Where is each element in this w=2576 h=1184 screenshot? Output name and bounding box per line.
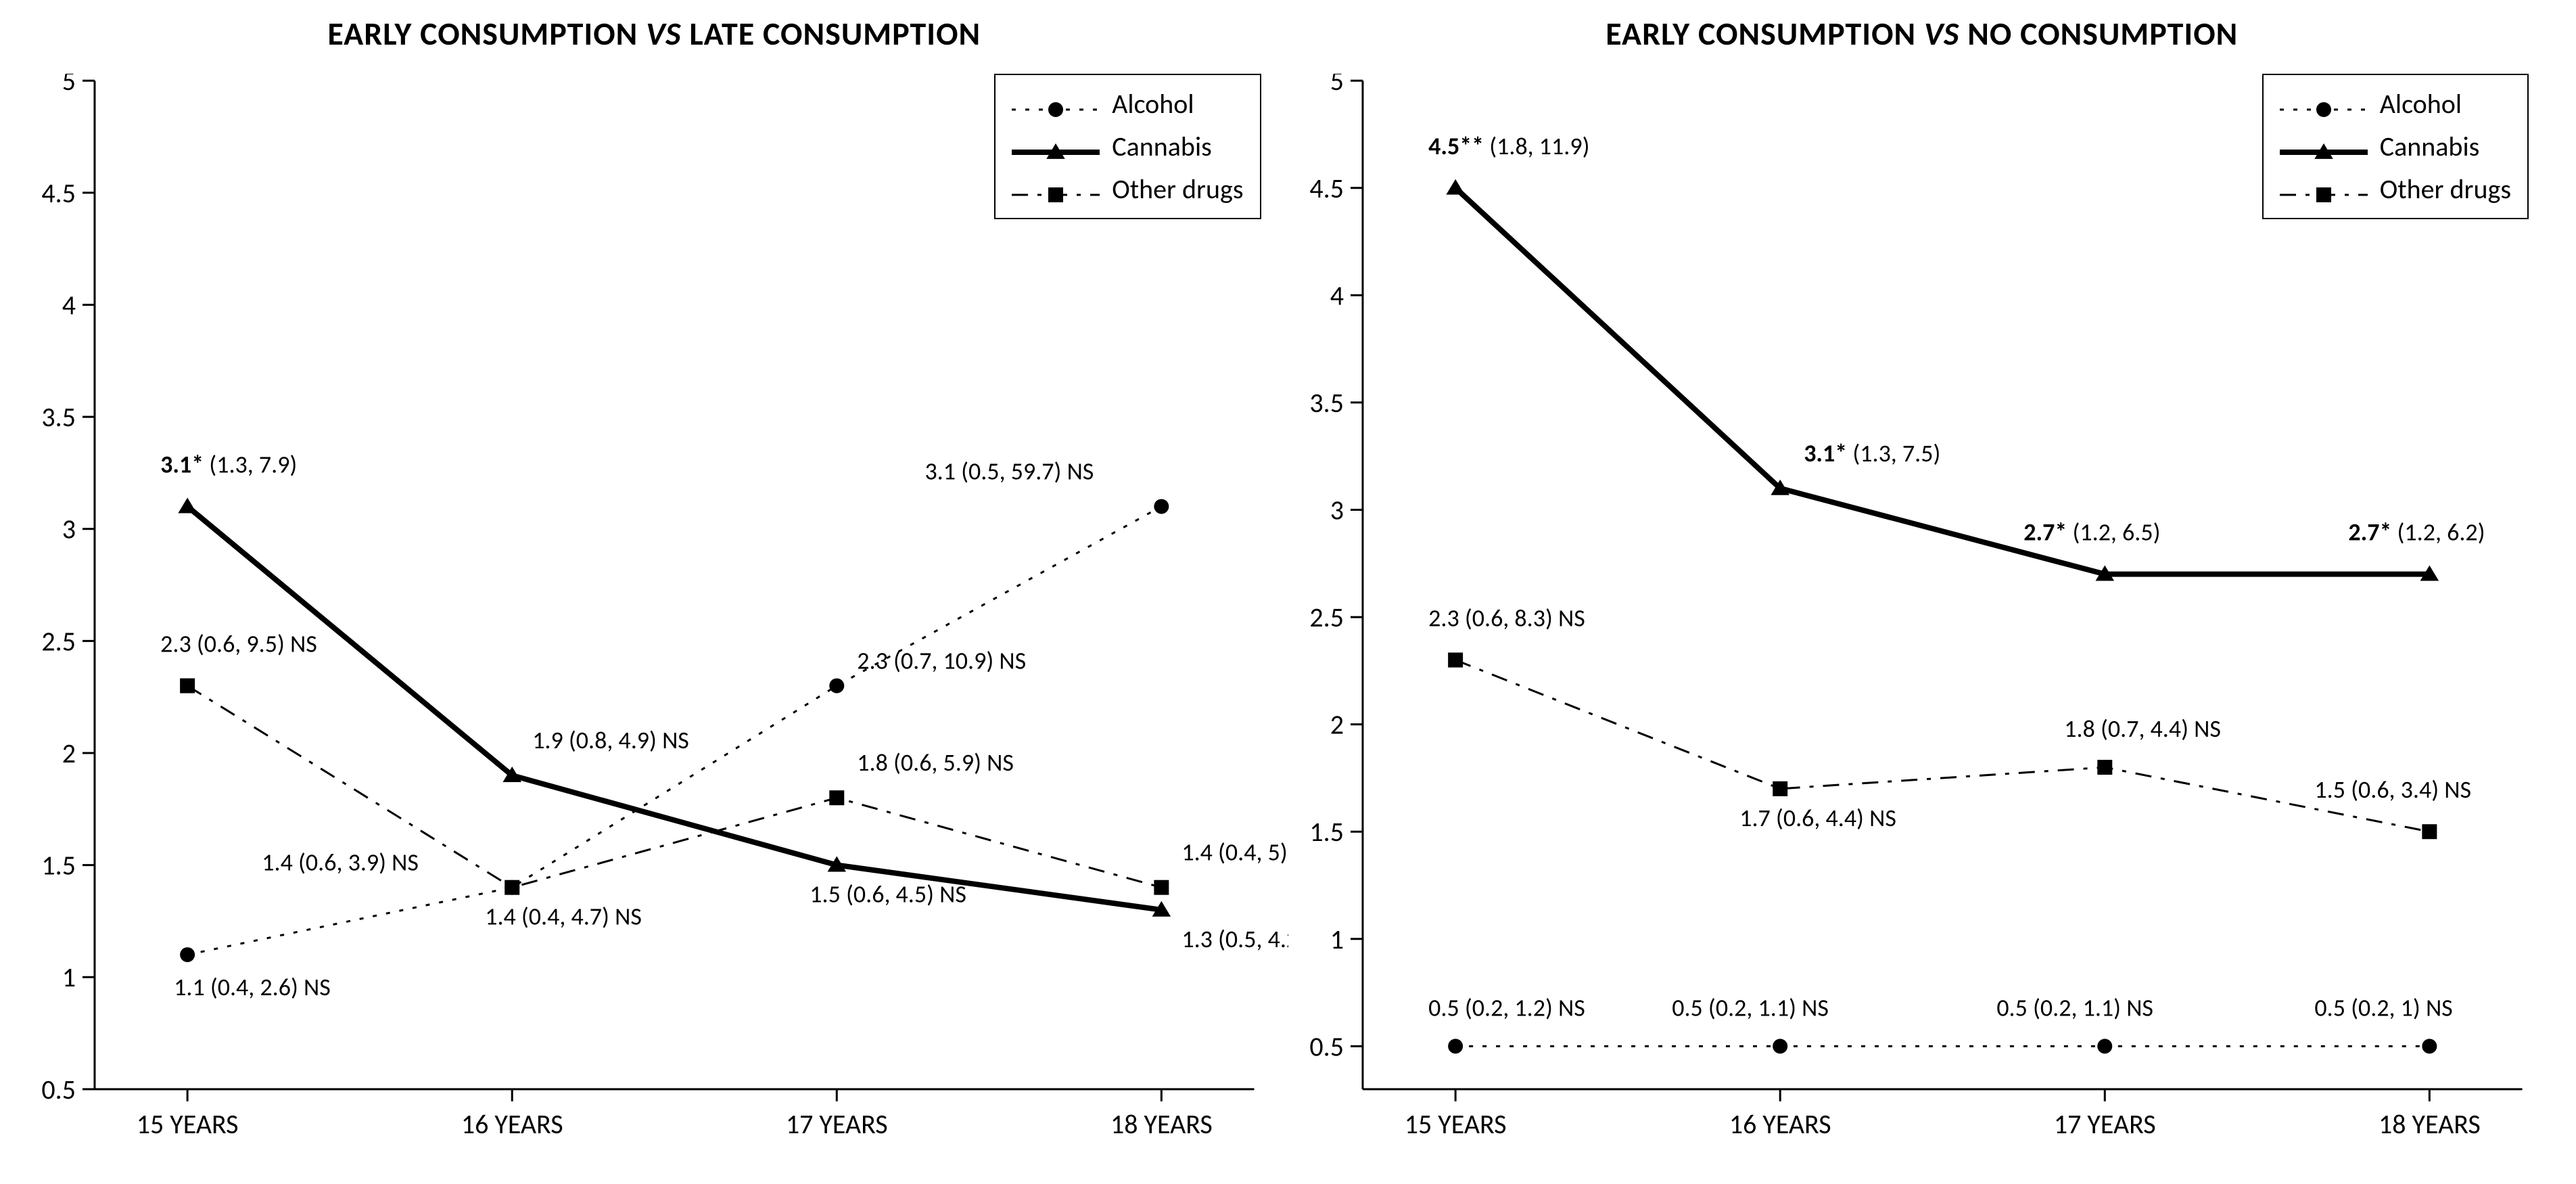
legend-item: Other drugs [2280, 173, 2511, 206]
svg-text:4.5: 4.5 [1309, 172, 1344, 205]
svg-text:18 YEARS: 18 YEARS [2378, 1108, 2480, 1141]
legend-left: Alcohol Cannabis Other drugs [994, 74, 1261, 219]
svg-text:3.5: 3.5 [1309, 386, 1344, 419]
svg-text:1: 1 [62, 961, 76, 994]
panel-right-title: EARLY CONSUMPTION VS NO CONSUMPTION [1606, 14, 2238, 53]
svg-text:2: 2 [1330, 708, 1343, 742]
svg-text:2.7* (1.2, 6.2): 2.7* (1.2, 6.2) [2348, 518, 2485, 547]
svg-text:4: 4 [1330, 279, 1343, 312]
legend-label: Alcohol [2380, 87, 2462, 120]
legend-label: Alcohol [1112, 87, 1194, 120]
legend-swatch [1012, 137, 1100, 157]
svg-text:4: 4 [62, 288, 76, 321]
legend-item: Cannabis [2280, 130, 2511, 163]
title-suffix: NO CONSUMPTION [1959, 14, 2238, 53]
svg-text:3.1* (1.3, 7.5): 3.1* (1.3, 7.5) [1804, 438, 1940, 468]
svg-text:3: 3 [62, 513, 76, 546]
svg-text:0.5: 0.5 [1309, 1030, 1344, 1063]
svg-text:0.5 (0.2, 1.1) NS: 0.5 (0.2, 1.1) NS [1672, 993, 1829, 1022]
svg-text:4.5** (1.8, 11.9): 4.5** (1.8, 11.9) [1428, 131, 1589, 161]
svg-text:2.3 (0.7, 10.9) NS: 2.3 (0.7, 10.9) NS [857, 646, 1026, 676]
legend-right: Alcohol Cannabis Other drugs [2262, 74, 2529, 219]
chart-right-svg: 0.5 1 1.5 2 2.5 3 3.5 4 4.5 5 15 YEARS 16 YEARS 17 Y… [1288, 74, 2556, 1157]
svg-text:1.5 (0.6, 3.4) NS: 1.5 (0.6, 3.4) NS [2314, 775, 2471, 804]
svg-text:1.8 (0.6, 5.9) NS: 1.8 (0.6, 5.9) NS [857, 748, 1014, 777]
svg-text:18 YEARS: 18 YEARS [1110, 1108, 1213, 1141]
legend-swatch [2280, 179, 2368, 200]
svg-text:1.4 (0.6, 3.9) NS: 1.4 (0.6, 3.9) NS [262, 848, 419, 878]
panel-left-title: EARLY CONSUMPTION VS LATE CONSUMPTION [327, 14, 981, 53]
svg-text:15 YEARS: 15 YEARS [137, 1108, 239, 1141]
title-suffix: LATE CONSUMPTION [681, 14, 981, 53]
panel-left-plot: 0.5 1 1.5 2 2.5 3 3.5 4 4.5 5 15 YEARS 16 YEARS 17 Y… [20, 74, 1288, 1157]
legend-swatch [2280, 94, 2368, 114]
svg-text:1.5 (0.6, 4.5) NS: 1.5 (0.6, 4.5) NS [810, 880, 966, 909]
svg-text:1: 1 [1330, 923, 1343, 956]
svg-text:3.1 (0.5, 59.7) NS: 3.1 (0.5, 59.7) NS [924, 457, 1094, 486]
title-vs: VS [646, 14, 681, 53]
legend-item: Cannabis [1012, 130, 1243, 163]
svg-text:1.5: 1.5 [1309, 815, 1344, 848]
legend-swatch [2280, 137, 2368, 157]
svg-text:2.5: 2.5 [1309, 601, 1344, 634]
title-prefix: EARLY CONSUMPTION [327, 14, 646, 53]
legend-label: Cannabis [1112, 130, 1212, 163]
legend-item: Alcohol [1012, 87, 1243, 120]
svg-text:2.3 (0.6, 9.5) NS: 2.3 (0.6, 9.5) NS [160, 629, 317, 659]
svg-text:4.5: 4.5 [41, 177, 76, 210]
svg-text:0.5 (0.2, 1.1) NS: 0.5 (0.2, 1.1) NS [1996, 993, 2153, 1022]
svg-text:3: 3 [1330, 494, 1343, 527]
svg-text:0.5 (0.2, 1.2) NS: 0.5 (0.2, 1.2) NS [1428, 993, 1585, 1022]
svg-text:17 YEARS: 17 YEARS [2053, 1108, 2155, 1141]
legend-label: Cannabis [2380, 130, 2480, 163]
legend-label: Other drugs [1112, 173, 1243, 206]
svg-text:2.5: 2.5 [41, 624, 76, 658]
legend-item: Other drugs [1012, 173, 1243, 206]
svg-text:5: 5 [1330, 74, 1343, 97]
svg-text:1.5: 1.5 [41, 849, 76, 882]
svg-text:0.5: 0.5 [41, 1073, 76, 1106]
title-vs: VS [1924, 14, 1959, 53]
svg-text:1.4 (0.4, 4.7) NS: 1.4 (0.4, 4.7) NS [485, 902, 642, 932]
svg-text:16 YEARS: 16 YEARS [461, 1108, 563, 1141]
panel-right: EARLY CONSUMPTION VS NO CONSUMPTION 0.5 1… [1288, 14, 2556, 1157]
legend-swatch [1012, 94, 1100, 114]
svg-text:15 YEARS: 15 YEARS [1404, 1108, 1506, 1141]
svg-text:3.1* (1.3, 7.9): 3.1* (1.3, 7.9) [160, 450, 297, 480]
svg-text:1.9 (0.8, 4.9) NS: 1.9 (0.8, 4.9) NS [532, 725, 689, 755]
svg-text:1.4 (0.4, 5) NS: 1.4 (0.4, 5) NS [1181, 838, 1288, 867]
svg-text:3.5: 3.5 [41, 401, 76, 434]
svg-text:0.5 (0.2, 1) NS: 0.5 (0.2, 1) NS [2314, 993, 2452, 1022]
legend-label: Other drugs [2380, 173, 2511, 206]
charts-wrap: EARLY CONSUMPTION VS LATE CONSUMPTION 0.… [0, 0, 2576, 1184]
svg-text:1.7 (0.6, 4.4) NS: 1.7 (0.6, 4.4) NS [1739, 803, 1896, 833]
panel-right-plot: 0.5 1 1.5 2 2.5 3 3.5 4 4.5 5 15 YEARS 16 YEARS 17 Y… [1288, 74, 2556, 1157]
svg-text:2.7* (1.2, 6.5): 2.7* (1.2, 6.5) [2023, 518, 2160, 547]
svg-text:1.8 (0.7, 4.4) NS: 1.8 (0.7, 4.4) NS [2064, 714, 2221, 744]
svg-text:5: 5 [62, 74, 76, 97]
svg-text:16 YEARS: 16 YEARS [1729, 1108, 1831, 1141]
legend-swatch [1012, 179, 1100, 200]
legend-item: Alcohol [2280, 87, 2511, 120]
chart-left-svg: 0.5 1 1.5 2 2.5 3 3.5 4 4.5 5 15 YEARS 16 YEARS 17 Y… [20, 74, 1288, 1157]
svg-text:1.1 (0.4, 2.6) NS: 1.1 (0.4, 2.6) NS [174, 972, 331, 1002]
svg-text:2.3 (0.6, 8.3) NS: 2.3 (0.6, 8.3) NS [1428, 604, 1585, 633]
title-prefix: EARLY CONSUMPTION [1606, 14, 1924, 53]
panel-left: EARLY CONSUMPTION VS LATE CONSUMPTION 0.… [20, 14, 1288, 1157]
svg-text:17 YEARS: 17 YEARS [786, 1108, 888, 1141]
svg-text:2: 2 [62, 737, 76, 770]
svg-text:1.3 (0.5, 4.2) NS: 1.3 (0.5, 4.2) NS [1181, 924, 1288, 954]
